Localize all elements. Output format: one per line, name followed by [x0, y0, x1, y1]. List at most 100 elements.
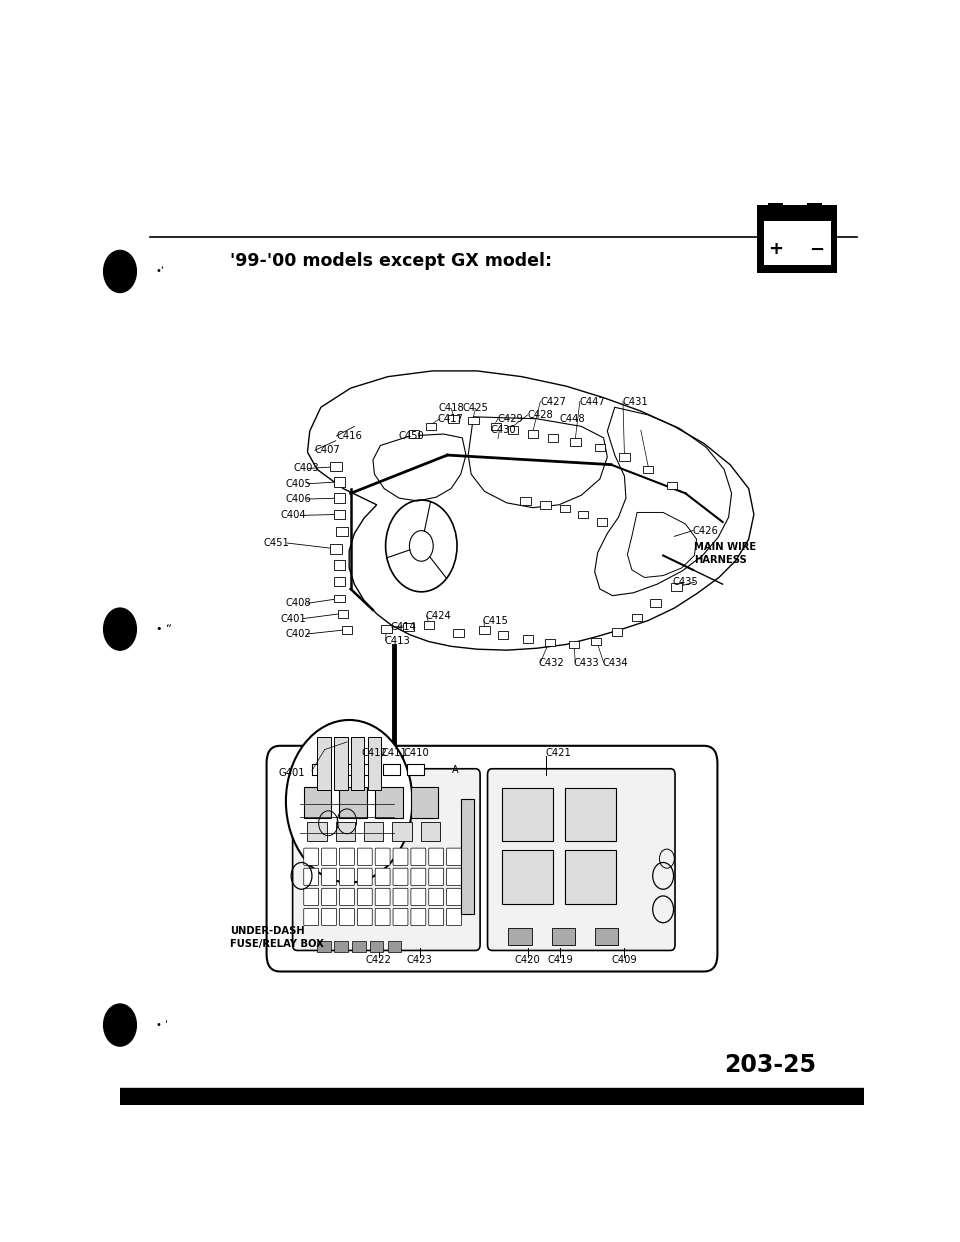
FancyBboxPatch shape [548, 433, 558, 442]
Text: C404: C404 [280, 510, 306, 520]
FancyBboxPatch shape [370, 941, 383, 953]
FancyBboxPatch shape [508, 426, 518, 433]
FancyBboxPatch shape [330, 462, 342, 471]
FancyBboxPatch shape [491, 422, 501, 430]
FancyBboxPatch shape [375, 908, 390, 925]
FancyBboxPatch shape [360, 764, 376, 775]
Text: C450: C450 [398, 431, 424, 441]
FancyBboxPatch shape [336, 527, 348, 537]
Text: C406: C406 [285, 494, 311, 504]
FancyBboxPatch shape [763, 221, 830, 265]
FancyBboxPatch shape [446, 888, 462, 905]
FancyBboxPatch shape [322, 908, 337, 925]
FancyBboxPatch shape [375, 787, 403, 817]
FancyBboxPatch shape [357, 908, 372, 925]
FancyBboxPatch shape [446, 868, 462, 886]
FancyBboxPatch shape [333, 477, 346, 487]
Text: C413: C413 [384, 636, 410, 646]
FancyBboxPatch shape [502, 850, 553, 904]
FancyBboxPatch shape [446, 848, 462, 866]
Text: C412: C412 [361, 749, 387, 759]
FancyBboxPatch shape [383, 764, 399, 775]
FancyBboxPatch shape [381, 625, 392, 633]
FancyBboxPatch shape [342, 626, 352, 633]
FancyBboxPatch shape [307, 822, 326, 841]
FancyBboxPatch shape [564, 787, 616, 841]
FancyBboxPatch shape [468, 417, 479, 425]
Text: C451: C451 [264, 538, 290, 548]
Text: UNDER-DASH: UNDER-DASH [230, 927, 304, 936]
Text: C402: C402 [285, 628, 311, 638]
Text: • “: • “ [156, 625, 172, 635]
Text: C432: C432 [539, 657, 564, 668]
FancyBboxPatch shape [333, 560, 346, 570]
Text: C425: C425 [463, 404, 489, 414]
Text: C415: C415 [482, 616, 508, 626]
FancyBboxPatch shape [667, 482, 677, 489]
FancyBboxPatch shape [429, 888, 444, 905]
FancyBboxPatch shape [420, 822, 440, 841]
FancyBboxPatch shape [429, 868, 444, 886]
FancyBboxPatch shape [411, 787, 439, 817]
Text: C427: C427 [540, 396, 566, 406]
Text: MAIN WIRE: MAIN WIRE [694, 542, 756, 551]
Text: C419: C419 [547, 955, 573, 965]
FancyBboxPatch shape [651, 600, 660, 607]
Text: C424: C424 [425, 611, 451, 621]
FancyBboxPatch shape [340, 848, 354, 866]
FancyBboxPatch shape [411, 908, 426, 925]
FancyBboxPatch shape [322, 888, 337, 905]
FancyBboxPatch shape [570, 438, 581, 446]
FancyBboxPatch shape [375, 868, 390, 886]
Text: C447: C447 [580, 396, 606, 406]
FancyBboxPatch shape [768, 202, 783, 212]
FancyBboxPatch shape [368, 738, 381, 790]
FancyBboxPatch shape [522, 635, 533, 642]
Text: '99-'00 models except GX model:: '99-'00 models except GX model: [230, 252, 552, 271]
FancyBboxPatch shape [756, 205, 837, 273]
Circle shape [286, 720, 413, 883]
FancyBboxPatch shape [340, 868, 354, 886]
FancyBboxPatch shape [426, 422, 436, 430]
FancyBboxPatch shape [411, 868, 426, 886]
FancyBboxPatch shape [551, 928, 575, 945]
FancyBboxPatch shape [303, 848, 319, 866]
FancyBboxPatch shape [333, 576, 346, 586]
FancyBboxPatch shape [403, 623, 414, 631]
FancyBboxPatch shape [364, 822, 383, 841]
FancyBboxPatch shape [597, 518, 608, 525]
FancyBboxPatch shape [267, 745, 717, 971]
Text: C433: C433 [574, 657, 599, 668]
Text: C426: C426 [693, 525, 719, 535]
FancyBboxPatch shape [632, 614, 642, 621]
Text: C401: C401 [280, 614, 306, 623]
FancyBboxPatch shape [560, 504, 570, 513]
FancyBboxPatch shape [293, 769, 480, 950]
FancyBboxPatch shape [520, 497, 531, 504]
Text: C430: C430 [491, 425, 516, 435]
Text: C410: C410 [403, 749, 429, 759]
FancyBboxPatch shape [393, 908, 408, 925]
FancyBboxPatch shape [357, 888, 372, 905]
Text: C418: C418 [439, 404, 465, 414]
Text: FUSE/RELAY BOX: FUSE/RELAY BOX [230, 939, 324, 949]
FancyBboxPatch shape [498, 631, 509, 638]
FancyBboxPatch shape [619, 453, 630, 461]
FancyBboxPatch shape [350, 738, 364, 790]
FancyBboxPatch shape [340, 908, 354, 925]
FancyBboxPatch shape [303, 868, 319, 886]
Text: C407: C407 [315, 446, 341, 456]
FancyBboxPatch shape [509, 928, 532, 945]
Text: C411: C411 [382, 749, 408, 759]
FancyBboxPatch shape [578, 510, 588, 518]
FancyBboxPatch shape [429, 848, 444, 866]
Text: +: + [768, 241, 783, 258]
FancyBboxPatch shape [393, 868, 408, 886]
FancyBboxPatch shape [423, 621, 434, 630]
FancyBboxPatch shape [411, 888, 426, 905]
FancyBboxPatch shape [312, 764, 328, 775]
FancyBboxPatch shape [393, 848, 408, 866]
FancyBboxPatch shape [643, 466, 654, 473]
Text: C448: C448 [560, 414, 586, 424]
Text: C422: C422 [366, 955, 392, 965]
